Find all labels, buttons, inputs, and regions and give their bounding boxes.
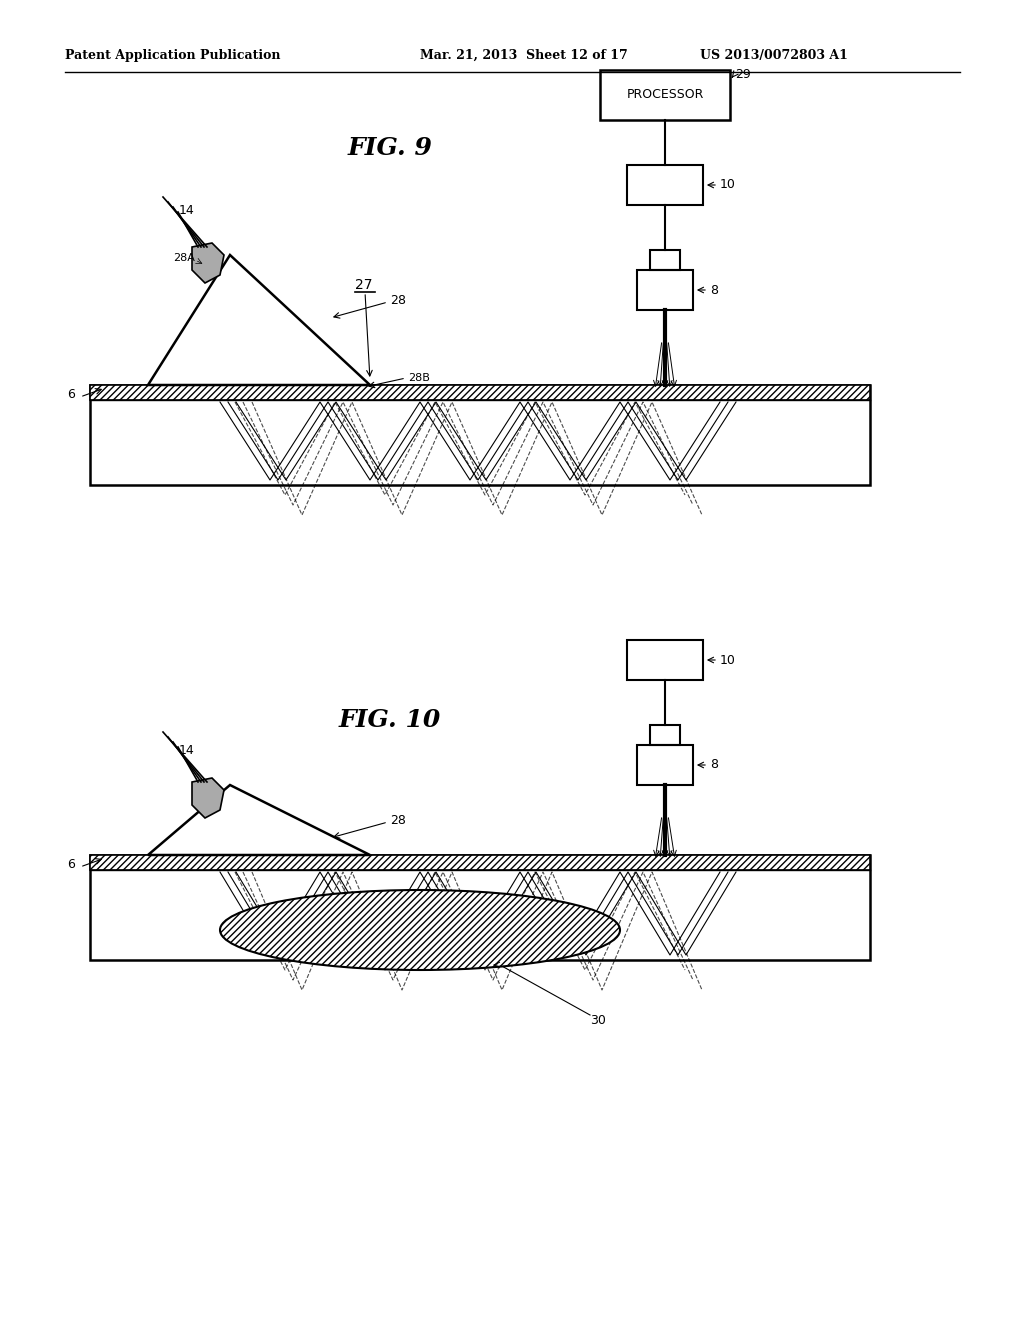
Text: Mar. 21, 2013  Sheet 12 of 17: Mar. 21, 2013 Sheet 12 of 17	[420, 49, 628, 62]
Text: 10: 10	[720, 653, 736, 667]
Text: 14: 14	[179, 743, 195, 756]
Text: 30: 30	[590, 1014, 606, 1027]
Text: 8: 8	[710, 284, 718, 297]
Text: $\mathregular{28}$: $\mathregular{28}$	[390, 293, 408, 306]
Text: 8: 8	[710, 759, 718, 771]
Polygon shape	[90, 855, 870, 870]
Text: PROCESSOR: PROCESSOR	[627, 88, 703, 102]
Text: 6: 6	[68, 388, 75, 401]
Text: 10: 10	[720, 178, 736, 191]
Text: FIG. 9: FIG. 9	[347, 136, 432, 160]
Polygon shape	[193, 777, 224, 818]
Text: 6: 6	[68, 858, 75, 871]
Text: FIG. 10: FIG. 10	[339, 708, 441, 733]
Ellipse shape	[220, 890, 620, 970]
Text: Patent Application Publication: Patent Application Publication	[65, 49, 281, 62]
Text: 28B: 28B	[408, 374, 430, 383]
Text: 29: 29	[735, 69, 751, 82]
Polygon shape	[90, 385, 870, 400]
Text: US 2013/0072803 A1: US 2013/0072803 A1	[700, 49, 848, 62]
Polygon shape	[193, 243, 224, 282]
Text: 28A: 28A	[173, 253, 195, 263]
Text: 27: 27	[355, 279, 373, 292]
Text: 14: 14	[179, 203, 195, 216]
Text: 28: 28	[390, 813, 406, 826]
